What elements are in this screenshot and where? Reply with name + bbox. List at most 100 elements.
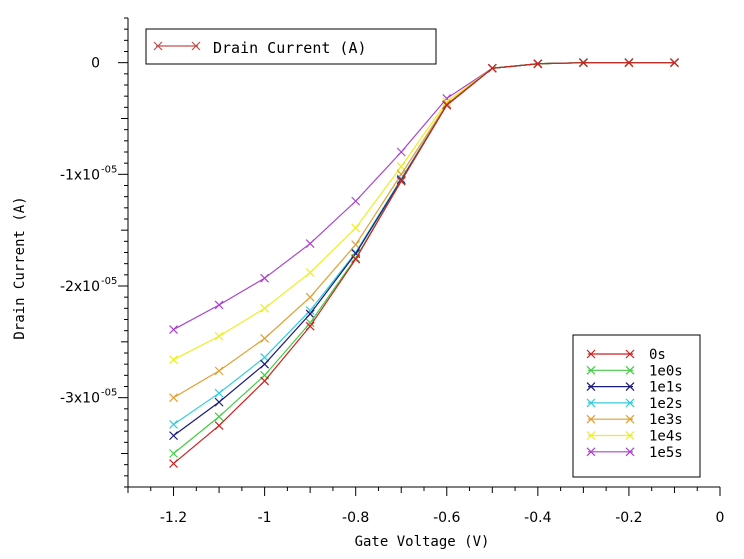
marker-stroke	[586, 414, 596, 424]
marker-stroke	[625, 349, 635, 359]
legend-entry: 1e1s	[586, 380, 683, 396]
series-0s	[169, 58, 679, 468]
marker-stroke	[625, 398, 635, 408]
marker-stroke	[305, 309, 315, 319]
marker-stroke	[214, 300, 224, 310]
x-tick-label: -0.2	[615, 510, 642, 526]
marker-stroke	[214, 388, 224, 398]
data-point	[214, 300, 224, 310]
legend-entry: 1e5s	[586, 445, 683, 461]
data-point	[305, 306, 315, 315]
data-point	[169, 393, 178, 403]
marker-stroke	[260, 334, 270, 343]
title-legend-marker	[153, 41, 163, 51]
marker-stroke	[214, 331, 224, 341]
data-point	[214, 421, 224, 431]
legend-marker	[625, 431, 635, 440]
marker-stroke	[214, 421, 224, 431]
data-point	[214, 388, 224, 398]
marker-stroke	[396, 162, 406, 171]
data-point	[214, 331, 224, 341]
marker-stroke	[305, 292, 315, 302]
legend-marker	[586, 382, 596, 392]
marker-stroke	[625, 414, 635, 424]
data-point	[442, 100, 452, 110]
series-line	[173, 62, 675, 465]
legend-marker	[625, 382, 635, 392]
data-point	[260, 359, 270, 369]
marker-stroke	[260, 359, 270, 369]
series-layer	[169, 58, 679, 468]
data-point	[214, 397, 224, 407]
legend-label: 1e0s	[649, 363, 683, 379]
data-point	[169, 325, 178, 334]
marker-stroke	[396, 176, 406, 186]
legend-marker	[625, 447, 635, 457]
title-legend-marker	[191, 41, 201, 51]
data-point	[578, 58, 588, 68]
marker-stroke	[305, 321, 315, 331]
data-point	[169, 431, 178, 441]
marker-stroke	[305, 268, 315, 278]
legend-entry: 1e0s	[586, 363, 683, 379]
data-point	[169, 449, 178, 458]
data-point	[487, 63, 497, 73]
marker-stroke	[191, 41, 201, 51]
legend-marker	[625, 365, 635, 375]
x-axis-ticks: -1.2 -1 -0.8 -0.6 -0.4 -0.2 0	[127, 487, 725, 526]
data-point	[214, 366, 224, 376]
legend-label: 1e1s	[649, 380, 683, 396]
marker-stroke	[169, 355, 178, 365]
marker-stroke	[305, 318, 315, 328]
legend-marker	[625, 349, 635, 359]
marker-stroke	[586, 365, 596, 375]
x-tick-label: -1.2	[160, 510, 187, 526]
data-point	[305, 309, 315, 319]
marker-stroke	[169, 393, 178, 403]
legend-label: 1e2s	[649, 396, 683, 412]
y-tick-label: -1x10	[60, 167, 100, 183]
x-tick-label: -0.4	[524, 510, 551, 526]
y-axis-title: Drain Current (A)	[12, 196, 28, 339]
data-point	[260, 273, 270, 283]
legend-label: 1e4s	[649, 429, 683, 445]
data-point	[396, 176, 406, 186]
data-point	[351, 254, 361, 264]
marker-stroke	[260, 376, 270, 386]
legend-marker	[586, 414, 596, 424]
data-point	[670, 58, 679, 68]
marker-stroke	[487, 63, 497, 73]
y-tick-exponent: -05	[101, 388, 117, 399]
data-point	[305, 318, 315, 328]
x-tick-label: 0	[716, 510, 725, 526]
data-point	[442, 97, 452, 107]
y-tick-exponent: -05	[101, 276, 117, 287]
marker-stroke	[625, 447, 635, 457]
marker-stroke	[260, 303, 270, 313]
data-point	[305, 239, 315, 248]
marker-stroke	[153, 41, 163, 51]
marker-stroke	[442, 97, 452, 107]
marker-stroke	[351, 254, 361, 264]
title-legend-label: Drain Current (A)	[213, 39, 367, 57]
data-point	[305, 321, 315, 331]
data-point	[169, 459, 178, 468]
marker-stroke	[586, 398, 596, 408]
data-point	[260, 353, 270, 362]
data-point	[351, 223, 361, 233]
legend-entry: 1e4s	[586, 429, 683, 445]
legend-label: 1e3s	[649, 412, 683, 428]
marker-stroke	[533, 59, 543, 69]
marker-stroke	[625, 431, 635, 440]
y-tick-exponent: -05	[101, 164, 117, 175]
marker-stroke	[578, 58, 588, 68]
data-point	[533, 59, 543, 69]
data-point	[260, 376, 270, 386]
data-point	[260, 303, 270, 313]
marker-stroke	[169, 459, 178, 468]
marker-stroke	[351, 223, 361, 233]
marker-stroke	[442, 100, 452, 110]
legend-marker	[586, 447, 596, 457]
